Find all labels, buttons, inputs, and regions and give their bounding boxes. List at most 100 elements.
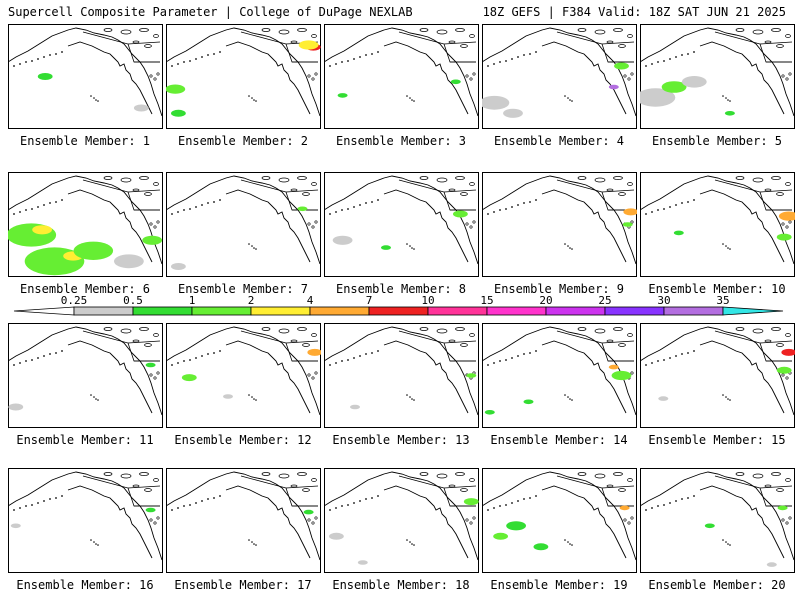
legend-color-bin bbox=[73, 306, 134, 316]
legend-color-bin bbox=[309, 306, 370, 316]
scp-contour bbox=[523, 399, 534, 405]
legend-tick-label: 25 bbox=[598, 294, 611, 307]
member-map-svg bbox=[640, 323, 795, 428]
member-map-svg bbox=[8, 468, 163, 573]
scp-contour bbox=[381, 245, 391, 250]
ensemble-member-map bbox=[640, 172, 795, 277]
legend-tick-label: 35 bbox=[716, 294, 729, 307]
scp-contour bbox=[298, 40, 319, 50]
legend-tick-label: 30 bbox=[657, 294, 670, 307]
member-label: Ensemble Member: 7 bbox=[177, 282, 309, 296]
ensemble-member-map bbox=[166, 323, 321, 428]
member-label: Ensemble Member: 6 bbox=[19, 282, 151, 296]
legend-color-bin bbox=[663, 306, 724, 316]
legend-color-bin bbox=[250, 306, 311, 316]
legend-color-bin bbox=[486, 306, 547, 316]
scp-contour bbox=[503, 108, 523, 118]
map-title: Supercell Composite Parameter | College … bbox=[8, 5, 413, 19]
scp-contour bbox=[142, 235, 163, 245]
legend-tick-label: 7 bbox=[366, 294, 373, 307]
scp-contour bbox=[332, 235, 353, 245]
scp-contour bbox=[181, 374, 197, 382]
member-label: Ensemble Member: 18 bbox=[332, 578, 470, 592]
member-map-svg bbox=[640, 24, 795, 129]
member-label: Ensemble Member: 17 bbox=[174, 578, 312, 592]
scp-contour bbox=[450, 79, 461, 85]
scp-contour bbox=[171, 109, 186, 117]
member-map-svg bbox=[8, 323, 163, 428]
scp-contour bbox=[307, 348, 321, 356]
scp-contour bbox=[350, 404, 360, 410]
member-label: Ensemble Member: 11 bbox=[16, 433, 154, 447]
scp-contour bbox=[777, 505, 788, 511]
member-label: Ensemble Member: 2 bbox=[177, 134, 309, 148]
legend-low-arrow bbox=[13, 306, 75, 316]
member-label: Ensemble Member: 5 bbox=[651, 134, 783, 148]
scp-contour bbox=[766, 562, 777, 567]
scp-contour bbox=[357, 560, 368, 565]
scp-contour bbox=[533, 543, 549, 551]
scp-contour bbox=[661, 81, 687, 93]
legend-color-bin bbox=[368, 306, 429, 316]
legend-tick-label: 15 bbox=[480, 294, 493, 307]
member-label: Ensemble Member: 10 bbox=[648, 282, 786, 296]
member-label: Ensemble Member: 4 bbox=[493, 134, 625, 148]
member-map-svg bbox=[8, 24, 163, 129]
legend-tick-label: 4 bbox=[307, 294, 314, 307]
legend-color-bin bbox=[604, 306, 665, 316]
color-scale-svg: 0.25 0.5 1 2 4 7 10 15 20 25 30 35 bbox=[13, 294, 784, 316]
legend-color-bin bbox=[132, 306, 193, 316]
model-run-info: 18Z GEFS | F384 Valid: 18Z SAT JUN 21 20… bbox=[482, 5, 786, 19]
member-label: Ensemble Member: 15 bbox=[648, 433, 786, 447]
member-map-svg bbox=[8, 172, 163, 277]
legend-tick-label: 1 bbox=[189, 294, 196, 307]
scp-contour bbox=[145, 362, 156, 368]
legend-tick-label: 10 bbox=[421, 294, 434, 307]
member-label: Ensemble Member: 19 bbox=[490, 578, 628, 592]
member-map-svg bbox=[482, 24, 637, 129]
legend-color-bin bbox=[545, 306, 606, 316]
legend-tick-label: 2 bbox=[248, 294, 255, 307]
legend-high-arrow bbox=[722, 306, 784, 316]
legend-color-bin bbox=[427, 306, 488, 316]
ensemble-member-map bbox=[324, 172, 479, 277]
scp-contour bbox=[32, 225, 52, 235]
ensemble-member-map bbox=[640, 468, 795, 573]
ensemble-member-map bbox=[8, 24, 163, 129]
scp-contour bbox=[778, 211, 795, 221]
scp-contour bbox=[623, 208, 637, 216]
ensemble-member-map bbox=[324, 323, 479, 428]
member-map-svg bbox=[166, 172, 321, 277]
member-map-svg bbox=[166, 323, 321, 428]
ensemble-member-map bbox=[482, 24, 637, 129]
ensemble-member-map bbox=[166, 468, 321, 573]
member-label: Ensemble Member: 1 bbox=[19, 134, 151, 148]
legend-tick-label: 20 bbox=[539, 294, 552, 307]
ensemble-member-map bbox=[166, 172, 321, 277]
scp-contour bbox=[303, 509, 314, 515]
scp-contour bbox=[463, 498, 479, 506]
member-label: Ensemble Member: 9 bbox=[493, 282, 625, 296]
scp-contour bbox=[37, 73, 53, 80]
scp-contour bbox=[114, 254, 144, 269]
member-map-svg bbox=[324, 323, 479, 428]
scp-contour bbox=[781, 348, 795, 356]
scp-contour bbox=[776, 233, 792, 241]
member-map-svg bbox=[640, 468, 795, 573]
scp-contour bbox=[133, 104, 149, 112]
scp-contour bbox=[166, 84, 186, 94]
ensemble-member-map bbox=[640, 24, 795, 129]
member-map-svg bbox=[324, 468, 479, 573]
member-map-svg bbox=[482, 468, 637, 573]
member-map-svg bbox=[482, 172, 637, 277]
ensemble-member-map bbox=[640, 323, 795, 428]
member-map-svg bbox=[166, 24, 321, 129]
scp-contour bbox=[453, 210, 468, 218]
scp-contour bbox=[608, 364, 619, 370]
ensemble-member-map bbox=[482, 468, 637, 573]
scp-contour bbox=[223, 394, 233, 399]
scp-contour bbox=[10, 523, 21, 529]
scp-contour bbox=[611, 370, 632, 381]
scp-contour bbox=[681, 76, 707, 88]
scp-contour bbox=[466, 373, 477, 378]
